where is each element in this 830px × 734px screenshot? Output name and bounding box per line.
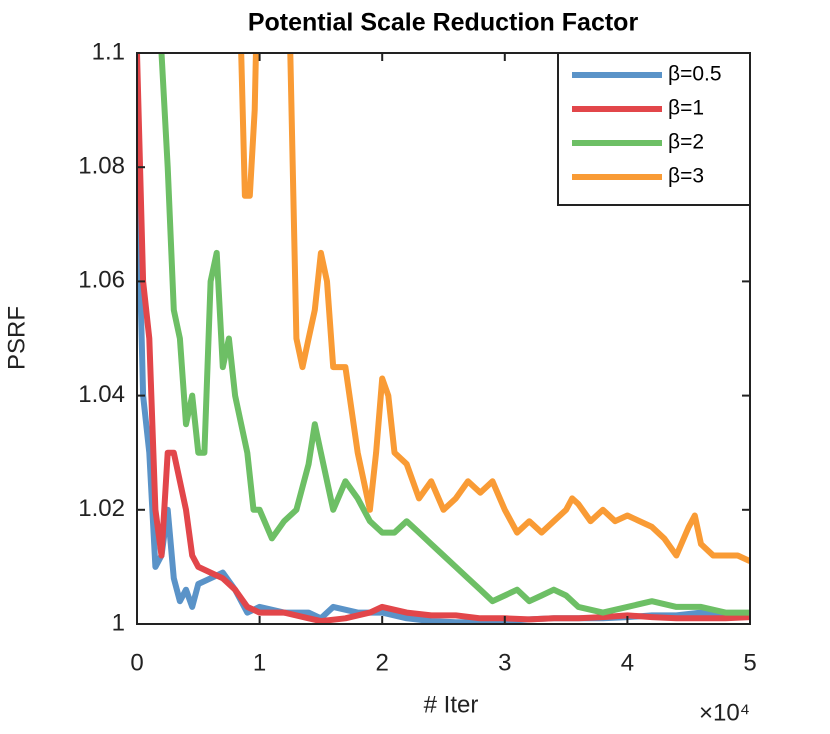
legend-label: β=3: [668, 165, 704, 188]
plot-lines: [137, 53, 750, 624]
series-line: [137, 53, 750, 624]
series-line: [158, 53, 750, 616]
y-tick-label: 1: [112, 609, 125, 636]
x-tick-label: 1: [253, 649, 266, 676]
y-axis-label: PSRF: [3, 306, 30, 370]
x-tick-label: 3: [498, 649, 511, 676]
x-tick-label: 2: [376, 649, 389, 676]
y-tick-label: 1.04: [78, 381, 125, 408]
legend-label: β=1: [668, 97, 704, 120]
x-tick-label: 4: [621, 649, 634, 676]
x-multiplier: ×10⁴: [699, 699, 750, 726]
plot-frame: [136, 52, 751, 625]
y-tick-label: 1.08: [78, 153, 125, 180]
y-tick-label: 1.06: [78, 267, 125, 294]
x-tick-label: 0: [130, 649, 143, 676]
legend-label: β=2: [668, 131, 704, 154]
x-axis-label: # Iter: [424, 691, 479, 718]
legend-label: β=0.5: [668, 63, 722, 86]
x-tick-label: 5: [743, 649, 756, 676]
chart-title: Potential Scale Reduction Factor: [248, 9, 639, 37]
series-line: [238, 53, 750, 564]
y-tick-label: 1.1: [92, 38, 125, 65]
y-tick-label: 1.02: [78, 495, 125, 522]
